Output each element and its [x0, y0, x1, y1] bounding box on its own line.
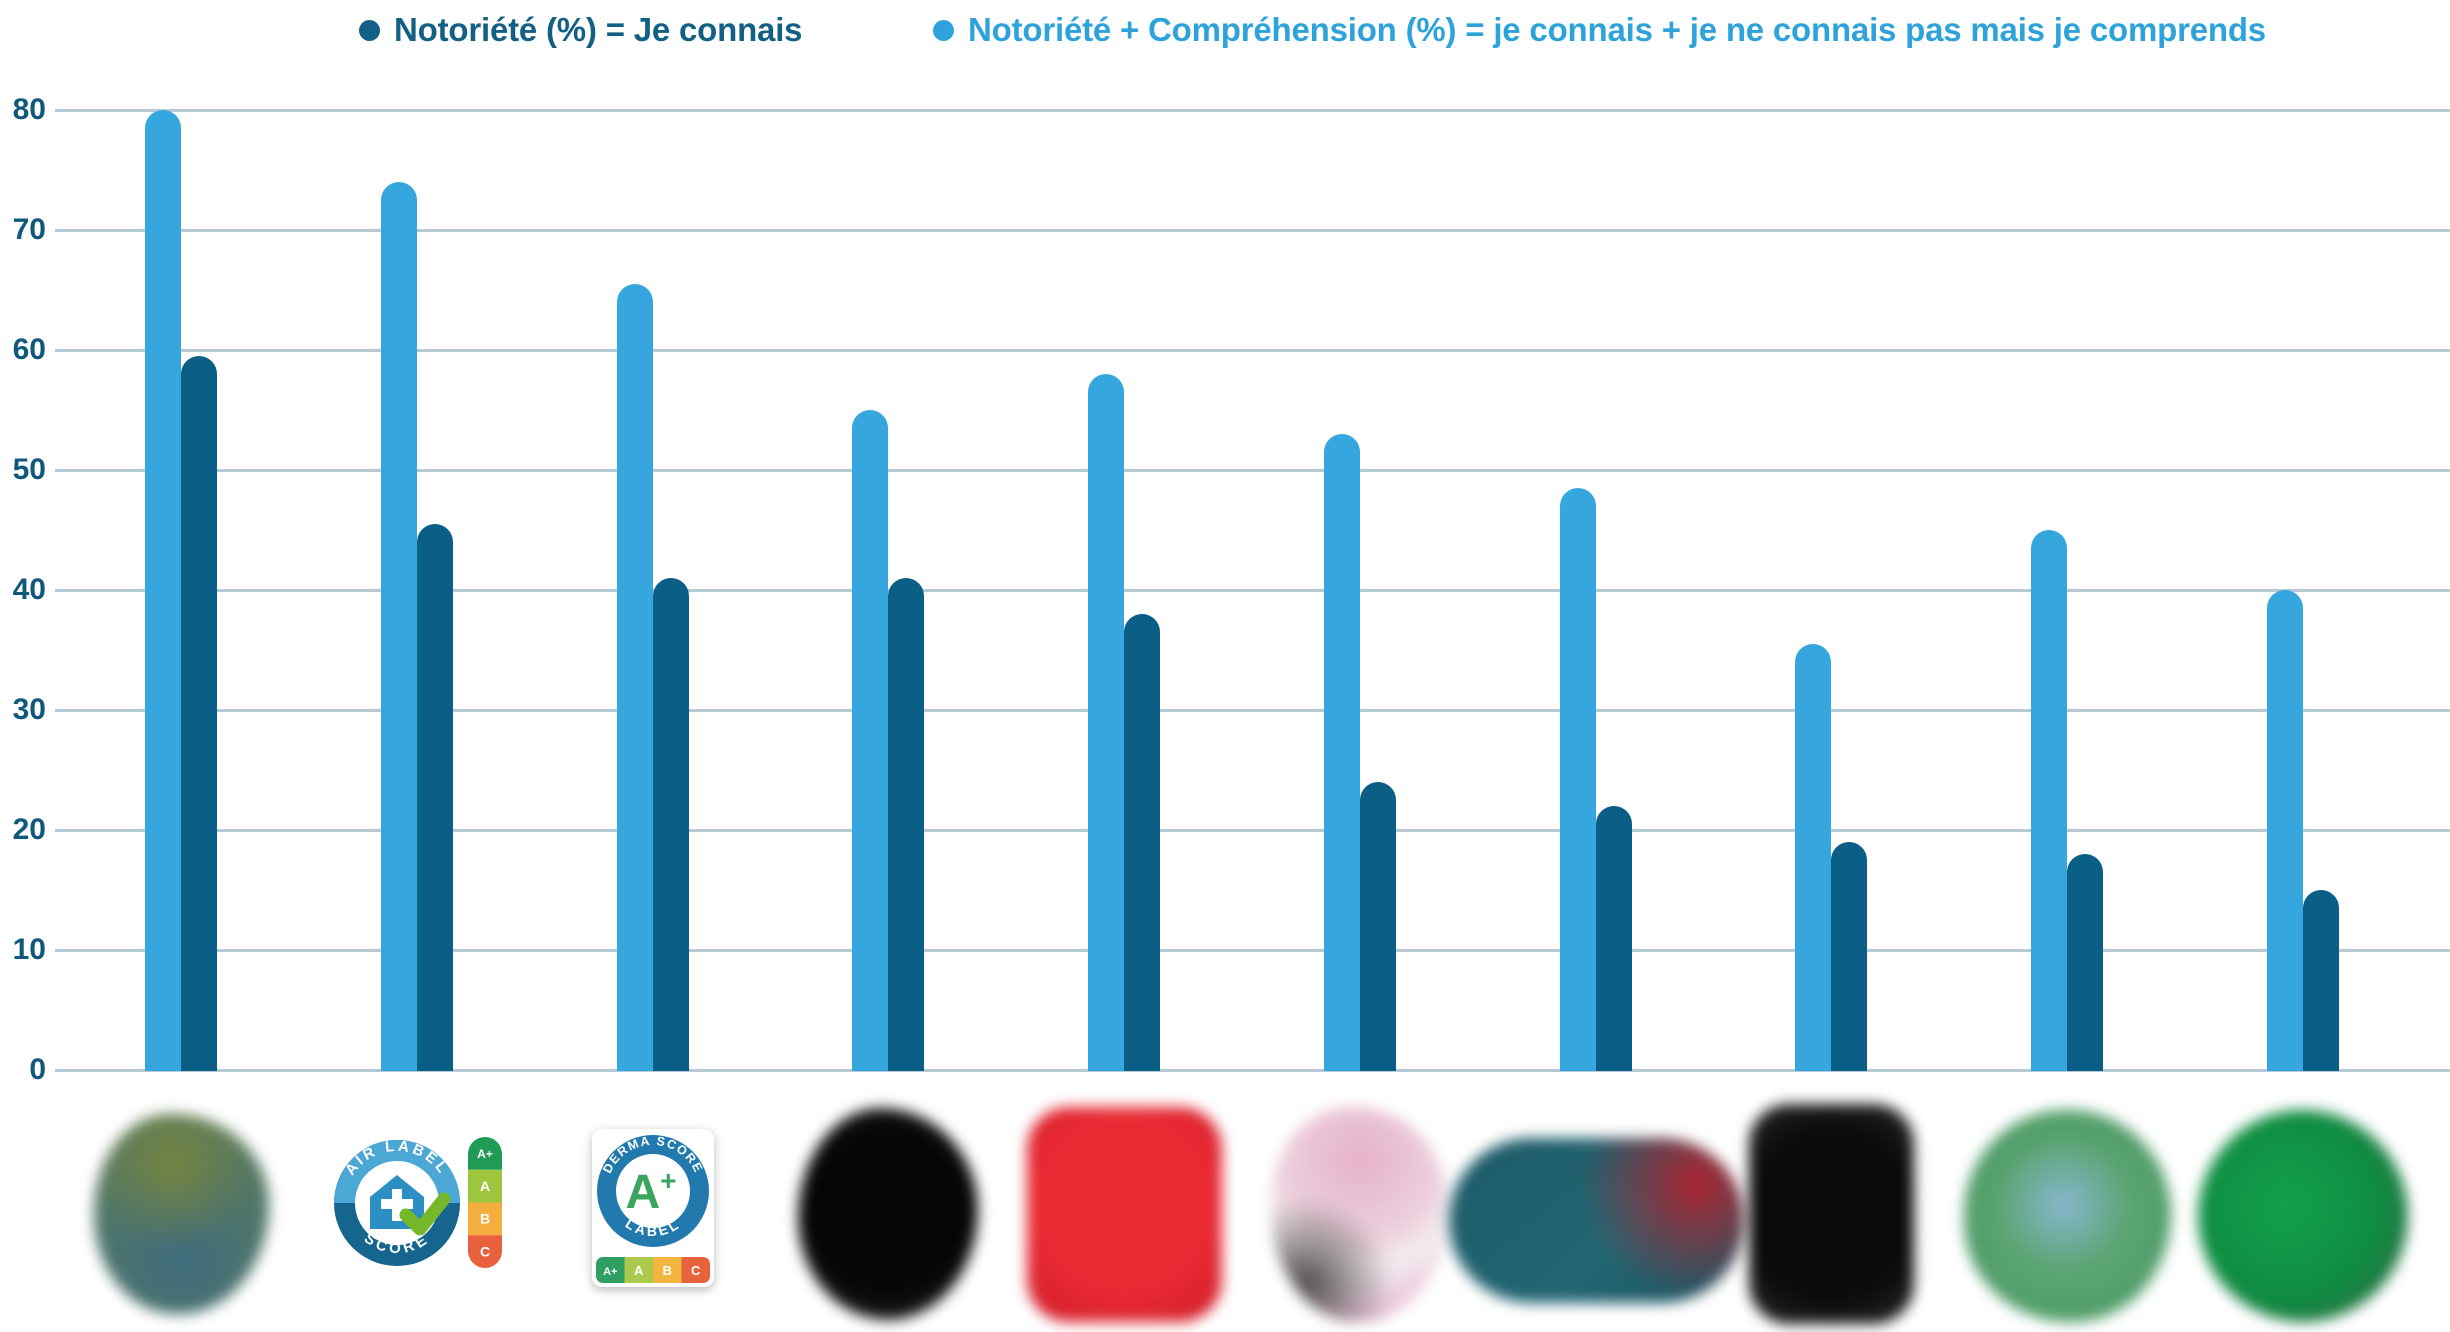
svg-text:B: B: [663, 1263, 672, 1278]
bar-notoriete-comprehension-8: [1795, 644, 1831, 1071]
air-label-score-badge: AIR LABEL SCORE A+ A B C: [332, 1133, 502, 1273]
bar-notoriete-5: [1124, 614, 1160, 1071]
bar-notoriete-comprehension-2: [381, 182, 417, 1071]
y-tick-label-80: 80: [12, 93, 46, 126]
derma-score-label: A+ DERMA SCORE LABEL A+ A B C: [592, 1129, 714, 1287]
legend-item-notoriete-comprehension: Notoriété + Compréhension (%) = je conna…: [933, 8, 2266, 52]
y-tick-label-40: 40: [12, 573, 46, 606]
bar-notoriete-comprehension-9: [2031, 530, 2067, 1071]
y-tick-label-0: 0: [29, 1053, 46, 1086]
bar-notoriete-9: [2067, 854, 2103, 1071]
y-tick-label-30: 30: [12, 693, 46, 726]
gridline-y-40: [55, 589, 2450, 592]
bar-notoriete-comprehension-3: [617, 284, 653, 1071]
bar-notoriete-4: [888, 578, 924, 1071]
bar-notoriete-3: [653, 578, 689, 1071]
svg-text:B: B: [480, 1211, 490, 1227]
bar-notoriete-6: [1360, 782, 1396, 1071]
svg-text:A: A: [634, 1263, 644, 1278]
gridline-y-20: [55, 829, 2450, 832]
logo-4-blurred: [798, 1108, 978, 1320]
legend-dot-notoriete-comprehension-icon: [933, 19, 954, 41]
logo-10-blurred: [2198, 1110, 2408, 1322]
gridline-y-80: [55, 109, 2450, 112]
air-label-score-icon: AIR LABEL SCORE A+ A B C: [334, 1137, 502, 1268]
gridline-y-30: [55, 709, 2450, 712]
bar-notoriete-8: [1831, 842, 1867, 1071]
legend-label-notoriete-comprehension: Notoriété + Compréhension (%) = je conna…: [968, 11, 2266, 48]
bar-notoriete-comprehension-1: [145, 110, 181, 1071]
legend-item-notoriete: Notoriété (%) = Je connais: [359, 8, 803, 52]
bar-notoriete-comprehension-5: [1088, 374, 1124, 1071]
logo-1-blurred: [94, 1114, 269, 1314]
legend-label-notoriete: Notoriété (%) = Je connais: [394, 11, 803, 48]
logo-7-blurred: [1449, 1138, 1744, 1303]
legend-dot-notoriete-icon: [359, 19, 380, 41]
gridline-y-0: [55, 1069, 2450, 1072]
gridline-y-60: [55, 349, 2450, 352]
y-tick-label-70: 70: [12, 213, 46, 246]
svg-text:A+: A+: [603, 1266, 617, 1278]
svg-text:C: C: [691, 1263, 701, 1278]
logo-5-blurred: [1027, 1107, 1222, 1322]
y-tick-label-20: 20: [12, 813, 46, 846]
bar-notoriete-comprehension-10: [2267, 590, 2303, 1071]
bar-notoriete-10: [2303, 890, 2339, 1071]
gridline-y-70: [55, 229, 2450, 232]
bar-notoriete-comprehension-4: [852, 410, 888, 1071]
y-tick-label-60: 60: [12, 333, 46, 366]
svg-text:LABEL: LABEL: [623, 1215, 684, 1239]
svg-text:A: A: [480, 1178, 490, 1194]
y-tick-label-10: 10: [12, 933, 46, 966]
svg-text:A+: A+: [477, 1147, 493, 1161]
logo-8-blurred: [1749, 1104, 1914, 1324]
gridline-y-10: [55, 949, 2450, 952]
y-tick-label-50: 50: [12, 453, 46, 486]
derma-score-icon: A+ DERMA SCORE LABEL A+ A B C: [596, 1134, 710, 1283]
bar-notoriete-7: [1596, 806, 1632, 1071]
svg-text:C: C: [480, 1243, 490, 1259]
bar-notoriete-comprehension-7: [1560, 488, 1596, 1071]
gridline-y-50: [55, 469, 2450, 472]
bar-notoriete-1: [181, 356, 217, 1071]
bar-notoriete-comprehension-6: [1324, 434, 1360, 1071]
logo-9-blurred: [1964, 1110, 2171, 1322]
bar-notoriete-2: [417, 524, 453, 1071]
logo-6-blurred: [1271, 1107, 1449, 1322]
